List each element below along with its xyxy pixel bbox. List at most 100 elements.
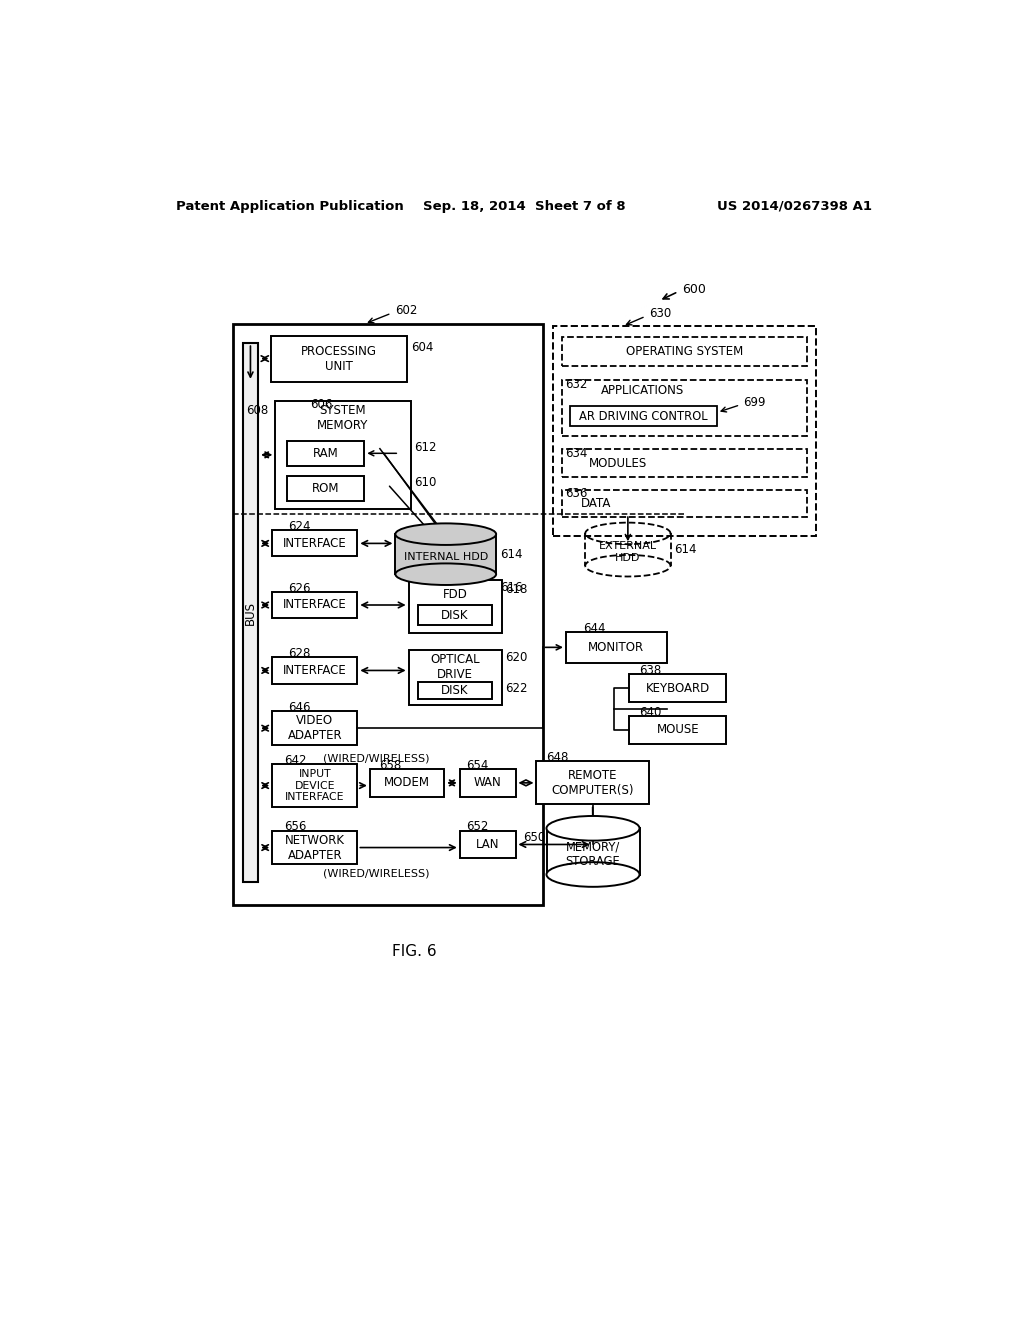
Text: (WIRED/WIRELESS): (WIRED/WIRELESS)	[323, 754, 429, 763]
Bar	[272, 531, 357, 557]
Bar	[630, 715, 726, 743]
Bar	[287, 477, 365, 502]
Bar	[460, 770, 515, 797]
Bar	[275, 401, 411, 508]
Text: 600: 600	[682, 282, 706, 296]
Text: MODULES: MODULES	[589, 457, 647, 470]
Text: PROCESSING
UNIT: PROCESSING UNIT	[301, 345, 377, 372]
Bar	[569, 407, 717, 426]
Text: WAN: WAN	[474, 776, 502, 789]
Text: 624: 624	[288, 520, 310, 533]
Text: 606: 606	[310, 399, 333, 412]
Text: NETWORK
ADAPTER: NETWORK ADAPTER	[285, 833, 345, 862]
Bar	[562, 449, 807, 478]
Text: AR DRIVING CONTROL: AR DRIVING CONTROL	[579, 409, 708, 422]
Text: 658: 658	[379, 759, 401, 772]
Text: 622: 622	[505, 681, 527, 694]
Bar	[272, 657, 357, 684]
Text: APPLICATIONS: APPLICATIONS	[601, 384, 684, 397]
Text: 602: 602	[395, 305, 418, 317]
Text: 608: 608	[246, 404, 268, 417]
Bar	[272, 764, 357, 807]
Text: 620: 620	[505, 651, 527, 664]
Bar	[537, 762, 649, 804]
Bar	[395, 535, 496, 574]
Text: FIG. 6: FIG. 6	[392, 944, 437, 960]
Text: 610: 610	[414, 477, 436, 490]
Text: KEYBOARD: KEYBOARD	[646, 681, 710, 694]
Text: 699: 699	[743, 396, 766, 409]
Text: MODEM: MODEM	[384, 776, 430, 789]
Text: 632: 632	[565, 378, 588, 391]
Bar	[566, 632, 667, 663]
Text: 646: 646	[288, 701, 310, 714]
Text: ROM: ROM	[312, 482, 339, 495]
Text: 626: 626	[288, 582, 310, 594]
Text: RAM: RAM	[312, 446, 339, 459]
Text: 638: 638	[639, 664, 660, 677]
Text: MOUSE: MOUSE	[656, 723, 699, 737]
Text: FDD: FDD	[442, 587, 468, 601]
Text: 616: 616	[500, 581, 522, 594]
Bar	[409, 581, 502, 632]
Text: 636: 636	[565, 487, 588, 500]
Text: 618: 618	[505, 583, 527, 597]
Text: REMOTE
COMPUTER(S): REMOTE COMPUTER(S)	[551, 768, 634, 797]
Text: BUS: BUS	[244, 601, 257, 624]
Text: 630: 630	[649, 308, 672, 321]
Text: 648: 648	[546, 751, 568, 764]
Text: SYSTEM
MEMORY: SYSTEM MEMORY	[317, 404, 369, 432]
Ellipse shape	[547, 862, 640, 887]
Text: INTERNAL HDD: INTERNAL HDD	[403, 552, 487, 562]
Text: INTERFACE: INTERFACE	[283, 537, 347, 550]
Bar	[272, 830, 357, 865]
Text: MEMORY/
STORAGE: MEMORY/ STORAGE	[565, 841, 621, 869]
Bar	[547, 829, 640, 875]
Bar	[370, 770, 444, 797]
Text: US 2014/0267398 A1: US 2014/0267398 A1	[717, 199, 872, 213]
Text: VIDEO
ADAPTER: VIDEO ADAPTER	[288, 714, 342, 742]
Bar	[272, 591, 357, 618]
Bar	[418, 605, 493, 626]
Bar	[287, 441, 365, 466]
Text: 634: 634	[565, 446, 588, 459]
Text: Sep. 18, 2014  Sheet 7 of 8: Sep. 18, 2014 Sheet 7 of 8	[424, 199, 626, 213]
Ellipse shape	[547, 816, 640, 841]
Bar	[232, 323, 543, 906]
Text: MONITOR: MONITOR	[588, 640, 644, 653]
Text: 654: 654	[466, 759, 488, 772]
Text: INTERFACE: INTERFACE	[283, 664, 347, 677]
Bar	[562, 337, 807, 367]
Text: EXTERNAL
HDD: EXTERNAL HDD	[599, 541, 657, 562]
Text: 612: 612	[414, 441, 436, 454]
Bar	[630, 675, 726, 702]
Bar	[418, 682, 493, 700]
Bar	[553, 326, 816, 536]
Text: LAN: LAN	[476, 838, 500, 851]
Bar	[272, 711, 357, 744]
Bar	[243, 343, 258, 882]
Text: 640: 640	[639, 705, 662, 718]
Text: INPUT
DEVICE
INTERFACE: INPUT DEVICE INTERFACE	[285, 770, 344, 803]
Ellipse shape	[395, 564, 496, 585]
Text: 614: 614	[500, 548, 522, 561]
Text: DISK: DISK	[441, 684, 469, 697]
Text: DATA: DATA	[582, 496, 611, 510]
Text: 644: 644	[583, 622, 605, 635]
Text: OPERATING SYSTEM: OPERATING SYSTEM	[626, 345, 743, 358]
Bar	[409, 649, 502, 705]
Text: 614: 614	[675, 543, 697, 556]
Text: (WIRED/WIRELESS): (WIRED/WIRELESS)	[323, 869, 429, 879]
Text: 650: 650	[523, 832, 546, 843]
Text: Patent Application Publication: Patent Application Publication	[176, 199, 403, 213]
Bar	[562, 380, 807, 436]
Text: 628: 628	[288, 647, 310, 660]
Text: DISK: DISK	[441, 609, 469, 622]
Bar	[562, 490, 807, 517]
Text: 656: 656	[284, 820, 306, 833]
Bar	[460, 830, 515, 858]
Text: INTERFACE: INTERFACE	[283, 598, 347, 611]
Text: 642: 642	[284, 754, 306, 767]
Bar	[271, 335, 407, 381]
Text: 604: 604	[411, 341, 433, 354]
